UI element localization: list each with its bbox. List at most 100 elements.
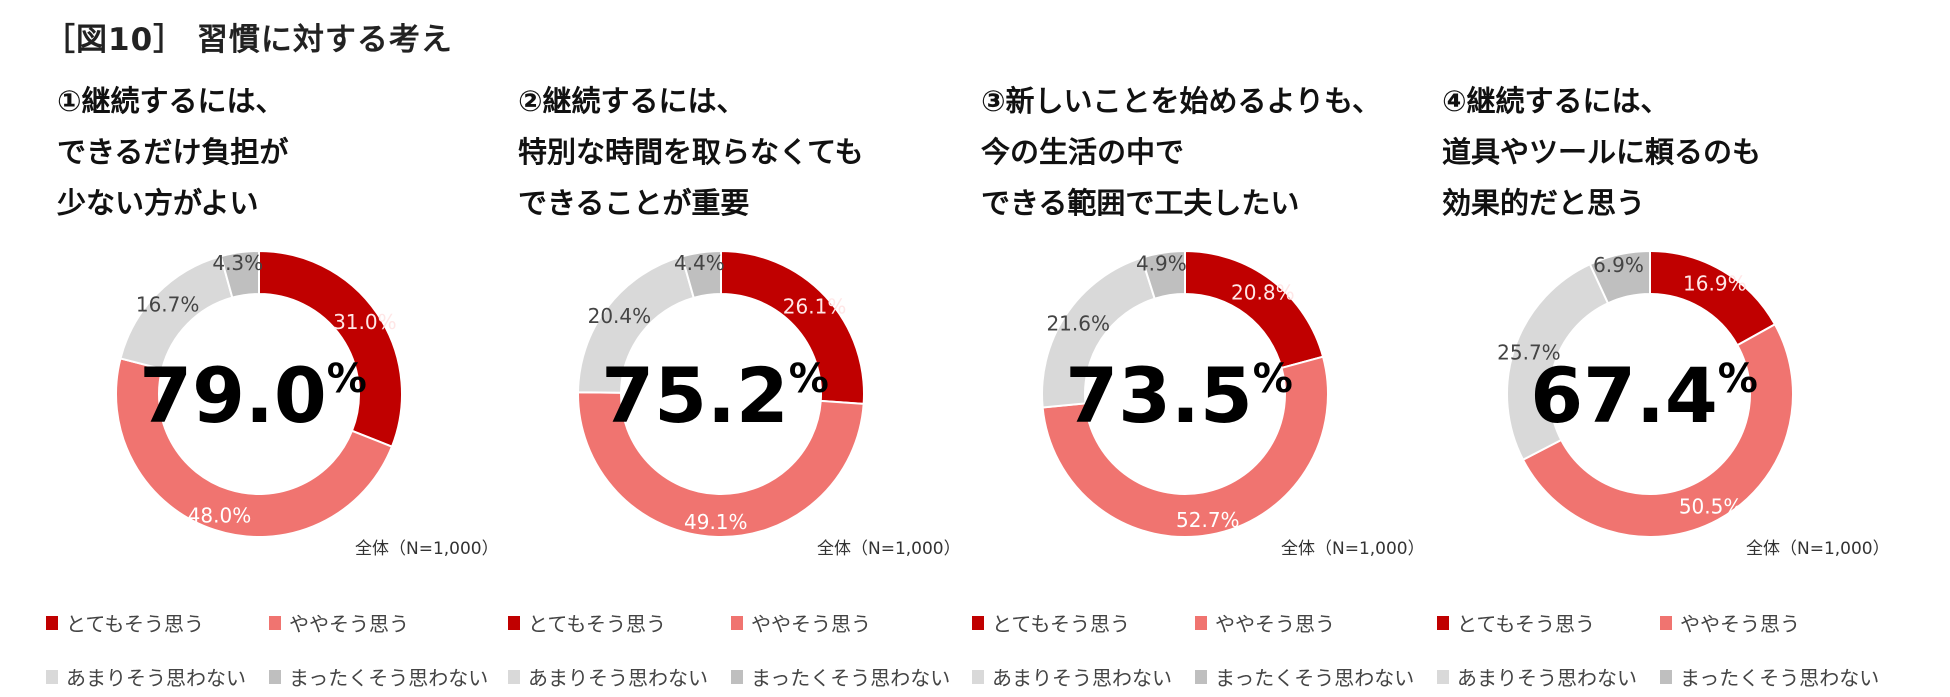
chart-title-line: できることが重要 <box>518 186 750 220</box>
donut-chart: 20.8% 52.7% 21.6% 4.9% 73.5% <box>1041 249 1329 538</box>
sample-size-note: 全体（N=1,000） <box>1281 539 1425 559</box>
center-number: 75.2 <box>601 351 789 440</box>
legend-swatch <box>1195 669 1207 684</box>
center-number: 67.4 <box>1530 351 1718 440</box>
legend-swatch <box>508 669 520 684</box>
legend-label: ややそう思う <box>289 612 409 636</box>
sample-size-note: 全体（N=1,000） <box>817 539 961 559</box>
donut-segment-somewhat <box>115 357 394 538</box>
chart-title-line: 効果的だと思う <box>1442 186 1646 220</box>
legend-item: まったくそう思わない <box>1660 662 1879 691</box>
legend-swatch <box>1437 615 1449 630</box>
sample-size-note: 全体（N=1,000） <box>355 539 499 559</box>
legend-item: まったくそう思わない <box>269 662 488 691</box>
center-value: 75.2% <box>601 351 829 440</box>
chart-title-line: できる範囲で工夫したい <box>981 186 1300 220</box>
chart-title-line: ①継続するには、 <box>57 84 285 118</box>
segment-label: 52.7% <box>1176 508 1240 532</box>
legend-swatch <box>972 669 984 684</box>
legend-item: ややそう思う <box>269 608 409 637</box>
legend-swatch <box>1660 669 1672 684</box>
segment-label: 20.8% <box>1231 280 1295 304</box>
donut-segment-somewhat <box>1041 355 1329 538</box>
donut-chart: 16.9% 50.5% 25.7% 6.9% 67.4% <box>1497 249 1794 538</box>
legend-item: とてもそう思う <box>972 608 1130 637</box>
legend-label: とてもそう思う <box>992 612 1130 636</box>
donut-segment-very <box>1649 249 1777 347</box>
chart-title-line: ④継続するには、 <box>1442 84 1670 118</box>
legend-label: ややそう思う <box>751 612 871 636</box>
chart-title-line: ②継続するには、 <box>518 84 746 118</box>
legend-item: ややそう思う <box>1660 608 1800 637</box>
center-unit: % <box>327 356 367 402</box>
legend-label: ややそう思う <box>1215 612 1335 636</box>
segment-label: 48.0% <box>188 504 252 528</box>
chart-title: ②継続するには、特別な時間を取らなくても できることが重要 <box>518 76 864 229</box>
chart-title: ①継続するには、 できるだけ負担が 少ない方がよい <box>57 76 288 229</box>
chart-title-line: ③新しいことを始めるよりも、 <box>981 84 1382 118</box>
chart-title-line: できるだけ負担が <box>57 135 289 169</box>
legend-swatch <box>731 669 743 684</box>
center-value: 73.5% <box>1065 351 1293 440</box>
chart-title-line: 特別な時間を取らなくても <box>518 135 864 169</box>
center-unit: % <box>1718 356 1758 402</box>
center-number: 79.0 <box>139 351 327 440</box>
legend-label: とてもそう思う <box>66 612 204 636</box>
legend-swatch <box>46 669 58 684</box>
legend-item: ややそう思う <box>1195 608 1335 637</box>
legend-item: あまりそう思わない <box>46 662 246 691</box>
segment-label: 20.4% <box>588 304 652 328</box>
segment-label: 25.7% <box>1497 341 1561 365</box>
segment-label: 4.9% <box>1136 252 1187 276</box>
legend-swatch <box>269 669 281 684</box>
donut-chart: 26.1% 49.1% 20.4% 4.4% 75.2% <box>576 249 865 539</box>
legend-item: とてもそう思う <box>46 608 204 637</box>
legend-label: とてもそう思う <box>528 612 666 636</box>
segment-label: 21.6% <box>1046 311 1110 335</box>
legend-swatch <box>972 615 984 630</box>
legend-swatch <box>1660 615 1672 630</box>
segment-label: 16.7% <box>136 292 200 316</box>
legend-label: あまりそう思わない <box>992 666 1172 690</box>
legend-label: あまりそう思わない <box>66 666 246 690</box>
sample-size-note: 全体（N=1,000） <box>1746 539 1890 559</box>
chart-title: ④継続するには、 道具やツールに頼るのも 効果的だと思う <box>1442 76 1761 229</box>
legend-item: まったくそう思わない <box>731 662 950 691</box>
donut-segment-not-at-all <box>1588 249 1651 305</box>
segment-label: 4.4% <box>674 251 725 275</box>
legend-label: あまりそう思わない <box>1457 666 1637 690</box>
donut-segment-somewhat <box>577 391 865 539</box>
donut-segment-not-at-all <box>219 249 260 299</box>
legend-item: あまりそう思わない <box>972 662 1172 691</box>
legend-label: とてもそう思う <box>1457 612 1595 636</box>
legend-swatch <box>1437 669 1449 684</box>
donut-segment-somewhat <box>1521 322 1794 538</box>
center-unit: % <box>1253 356 1293 402</box>
legend-item: とてもそう思う <box>508 608 666 637</box>
legend-label: まったくそう思わない <box>751 666 951 690</box>
legend-swatch <box>46 615 58 630</box>
segment-label: 49.1% <box>684 510 748 534</box>
donut-segment-not-at-all <box>1140 249 1186 300</box>
chart-title-line: 少ない方がよい <box>57 186 259 220</box>
segment-label: 6.9% <box>1593 253 1644 277</box>
segment-label: 50.5% <box>1679 495 1743 519</box>
legend-swatch <box>1195 615 1207 630</box>
legend-item: まったくそう思わない <box>1195 662 1414 691</box>
legend-item: とてもそう思う <box>1437 608 1595 637</box>
legend-item: あまりそう思わない <box>1437 662 1637 691</box>
center-unit: % <box>789 356 829 402</box>
center-value: 79.0% <box>139 351 367 440</box>
segment-label: 31.0% <box>333 310 397 334</box>
segment-label: 26.1% <box>783 295 847 319</box>
donut-chart: 31.0% 48.0% 16.7% 4.3% 79.0% <box>115 249 403 538</box>
segment-label: 16.9% <box>1683 272 1747 296</box>
donut-segment-not-at-all <box>680 249 722 300</box>
legend-label: あまりそう思わない <box>528 666 708 690</box>
center-value: 67.4% <box>1530 351 1758 440</box>
segment-label: 4.3% <box>212 251 263 275</box>
chart-title: ③新しいことを始めるよりも、 今の生活の中でできる範囲で工夫したい <box>981 76 1381 229</box>
chart-title-line: 今の生活の中で <box>981 135 1185 169</box>
figure-title: ［図10］ 習慣に対する考え <box>44 22 453 58</box>
